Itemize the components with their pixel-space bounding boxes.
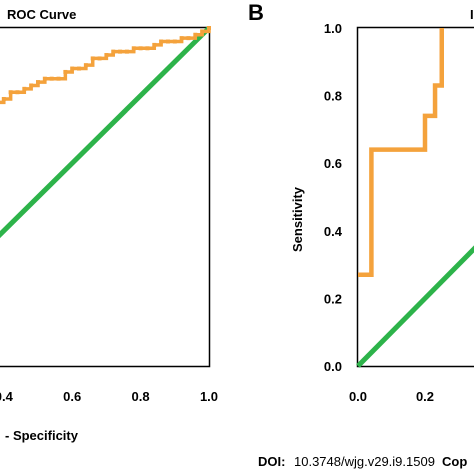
panel-a-roc-point — [159, 39, 164, 44]
panel-a-roc-point — [15, 90, 20, 95]
panel-a-roc-point — [111, 49, 116, 54]
panel-a-roc-point — [165, 39, 170, 44]
panel-b-y-tick-label: 1.0 — [324, 21, 342, 36]
panel-a-x-tick-label: 0.6 — [63, 389, 81, 404]
panel-b-y-tick-label: 0.4 — [324, 224, 343, 239]
panel-a-roc-point — [186, 36, 191, 41]
doi-label: DOI: — [258, 454, 285, 469]
panel-a-roc-point — [138, 46, 143, 51]
panel-a-roc-point — [70, 66, 75, 71]
panel-a-roc-point — [179, 36, 184, 41]
panel-b-roc-curve — [358, 28, 444, 277]
panel-a-roc-point — [97, 56, 102, 61]
panel-a-roc-point — [90, 56, 95, 61]
panel-a-reference-line — [0, 26, 211, 239]
panel-a-frame — [0, 26, 211, 368]
panel-b-reference-line — [356, 245, 474, 368]
panel-b-x-tick-label: 0.0 — [349, 389, 367, 404]
panel-a-roc-point — [22, 86, 27, 91]
panel-b-y-tick-label: 0.2 — [324, 291, 342, 306]
panel-a-roc-point — [118, 49, 123, 54]
panel-a-reference-line-group — [0, 26, 211, 239]
panel-a-roc-curve-group — [0, 26, 211, 105]
panel-a-roc-point — [8, 90, 13, 95]
panel-a-x-tick-label: 0.8 — [132, 389, 150, 404]
panel-a-roc-point — [131, 46, 136, 51]
panel-a-roc-point — [29, 83, 34, 88]
panel-b-y-tick-label: 0.0 — [324, 359, 342, 374]
panel-b-reference-line-group — [356, 245, 474, 368]
panel-a-roc-point — [172, 39, 177, 44]
panel-a-roc-point — [63, 69, 68, 74]
panel-a-roc-point — [145, 46, 150, 51]
panel-b-y-axis-label: Sensitivity — [290, 186, 305, 252]
panel-a-x-axis-label: - Specificity — [5, 428, 79, 443]
panel-a-roc-point — [49, 76, 54, 81]
panel-a-roc-point — [152, 42, 157, 47]
panel-a-roc-point — [56, 76, 61, 81]
panel-a-roc-point — [200, 29, 205, 34]
panel-b-y-tick-label: 0.8 — [324, 89, 342, 104]
panel-a-roc-point — [42, 76, 47, 81]
panel-a-x-tick-label: 0.4 — [0, 389, 14, 404]
panel-b-title-fragment: I — [470, 7, 474, 22]
panel-b-y-tick-label: 0.6 — [324, 156, 342, 171]
panel-a-roc-point — [77, 66, 82, 71]
footer: DOI: 10.3748/wjg.v29.i9.1509 Cop — [258, 454, 467, 469]
panel-a-roc-point — [1, 96, 6, 101]
panel-a-x-tick-label: 1.0 — [200, 389, 218, 404]
panel-b-roc-curve-group — [358, 28, 444, 277]
panel-b-frame — [356, 26, 474, 368]
doi-value: 10.3748/wjg.v29.i9.1509 — [294, 454, 435, 469]
panel-a-roc-point — [36, 80, 40, 85]
panel-b-x-tick-label: 0.2 — [416, 389, 434, 404]
panel-a: 0.4 0.6 0.8 1.0 ROC Curve - Specificity — [0, 7, 218, 443]
panel-a-title: ROC Curve — [7, 7, 76, 22]
panel-a-roc-point — [104, 53, 109, 58]
panel-a-roc-curve — [0, 28, 211, 105]
panel-a-roc-point — [193, 32, 198, 37]
copyright-fragment: Cop — [442, 454, 467, 469]
panel-a-roc-point — [124, 49, 129, 54]
panel-a-roc-point — [207, 26, 211, 30]
panel-b-letter: B — [248, 0, 264, 25]
panel-b: B I 0.0 0.2 0.4 0.6 0.8 1.0 0.0 0.2 Sensitivit… — [248, 0, 474, 404]
panel-a-roc-point — [83, 63, 88, 68]
